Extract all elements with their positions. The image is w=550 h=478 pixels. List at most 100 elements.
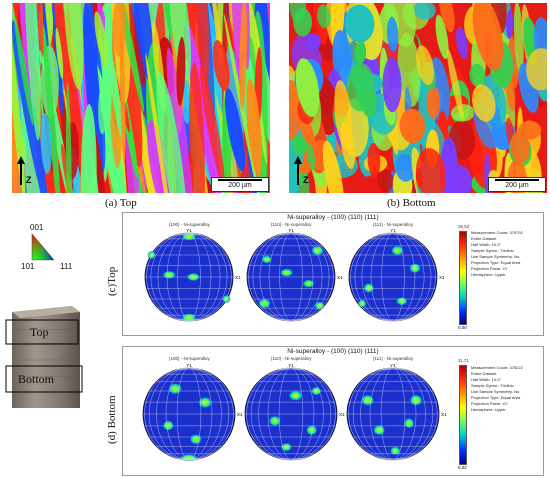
intensity-spot — [310, 245, 324, 256]
grain — [386, 16, 399, 52]
grain — [189, 62, 205, 193]
grain — [526, 48, 547, 91]
pole-figure-subtitle: {111} - Ni-superalloy — [373, 356, 414, 361]
x-axis-label: X1 — [339, 412, 345, 417]
color-bar-max: 11.71 — [458, 358, 469, 363]
ipf-color-key: 001 101 111 — [18, 222, 88, 272]
pole-figure-panel-bottom: Ni-superalloy - (100) (110) (111) Measur… — [122, 346, 544, 476]
intensity-spot — [357, 299, 367, 308]
ebsd-map-bottom: Z 200 µm — [289, 3, 547, 193]
pole-figure: Y1 X1 — [246, 228, 343, 322]
info-line: Projection Type: Equal Area — [471, 395, 521, 400]
intensity-spot — [197, 396, 213, 409]
grain — [344, 4, 375, 43]
y-axis-label: Y1 — [390, 228, 396, 233]
grain — [346, 63, 375, 112]
intensity-spot — [390, 245, 404, 256]
grain — [510, 131, 531, 163]
grain — [416, 148, 447, 193]
grain — [24, 3, 41, 141]
scale-bar-label: 200 µm — [228, 182, 252, 189]
info-line: Projection Plane: XY — [471, 401, 508, 406]
grain — [212, 40, 230, 91]
grain — [295, 58, 320, 117]
info-line: Hemisphere: Upper — [471, 272, 506, 277]
pole-figure-subtitle: {100} - Ni-superalloy — [169, 222, 210, 227]
pole-figure-subtitle: {111} - Ni-superalloy — [373, 222, 414, 227]
side-label-top: (c)Top — [106, 266, 118, 296]
intensity-spot — [258, 298, 272, 309]
info-line: Sample Symm.: Triclinic — [471, 248, 514, 253]
y-axis-label: Y1 — [390, 363, 396, 368]
intensity-spot — [409, 394, 423, 407]
grain — [199, 65, 225, 187]
intensity-spot — [288, 390, 303, 402]
panel-title: Ni-superalloy - (100) (110) (111) — [287, 348, 379, 355]
grain — [472, 84, 496, 122]
grain — [446, 48, 464, 121]
grain — [306, 142, 316, 171]
intensity-spot — [162, 270, 177, 280]
x-axis-label: X1 — [235, 275, 241, 280]
panel-title: Ni-superalloy - (100) (110) (111) — [287, 214, 379, 221]
pole-figure: Y1 X1 — [348, 228, 445, 322]
grain — [506, 76, 516, 112]
x-axis-label: X1 — [237, 412, 243, 417]
ipf-label-101: 101 — [21, 262, 35, 271]
grain — [12, 58, 22, 193]
y-axis-label: Y1 — [288, 363, 294, 368]
grain — [65, 82, 73, 193]
ebsd-map-top: Z 200 µm — [12, 3, 270, 193]
color-bar-min: 0.00 — [458, 325, 467, 330]
grain — [246, 78, 263, 177]
grain — [80, 104, 97, 193]
intensity-spot — [261, 255, 273, 264]
grain — [399, 108, 426, 144]
grain — [125, 3, 149, 81]
grain — [426, 85, 440, 119]
intensity-spot — [167, 382, 183, 395]
grain — [377, 169, 394, 193]
grain — [239, 3, 248, 110]
pole-figure: Y1 X1 — [142, 363, 243, 462]
info-line: Use Sample Symmetry: No — [471, 389, 520, 394]
intensity-spot — [360, 394, 375, 407]
grain — [289, 141, 300, 193]
grain — [14, 15, 34, 126]
info-line: Half Width: 10.0° — [471, 242, 502, 247]
grain — [413, 3, 436, 20]
pole-figure-subtitle: {110} - Ni-superalloy — [271, 222, 312, 227]
sample-photo: Top Bottom — [4, 300, 86, 412]
caption-bottom: (b) Bottom — [387, 197, 436, 209]
grain — [42, 24, 62, 193]
info-line: Measurement Count: 375222 — [471, 365, 523, 370]
y-axis-label: Y1 — [288, 228, 294, 233]
info-line: Entire Dataset — [471, 236, 497, 241]
color-bar — [459, 231, 467, 325]
grain — [289, 80, 303, 141]
info-line: Use Sample Symmetry: No — [471, 254, 520, 259]
intensity-spot — [279, 268, 294, 277]
grain — [226, 45, 245, 134]
color-bar — [459, 365, 467, 465]
intensity-spot — [162, 419, 175, 432]
side-label-bottom: (d) Bottom — [106, 395, 118, 444]
info-line: Half Width: 10.0° — [471, 377, 502, 382]
grain — [354, 40, 367, 65]
grain — [40, 112, 52, 174]
ipf-label-001: 001 — [30, 223, 44, 232]
z-axis-label-top: Z — [26, 175, 32, 185]
grain — [397, 32, 421, 107]
info-line: Projection Plane: XY — [471, 266, 508, 271]
grain — [98, 81, 108, 135]
grain — [416, 45, 435, 86]
info-line: Projection Type: Equal Area — [471, 260, 521, 265]
grain — [63, 3, 84, 90]
grain — [455, 26, 468, 59]
grain — [322, 140, 345, 193]
pole-figure: Y1 X1 — [244, 363, 345, 461]
scale-bar-top: 200 µm — [211, 177, 269, 192]
intensity-spot — [189, 433, 203, 445]
intensity-spot — [363, 282, 375, 294]
grain — [472, 3, 504, 71]
